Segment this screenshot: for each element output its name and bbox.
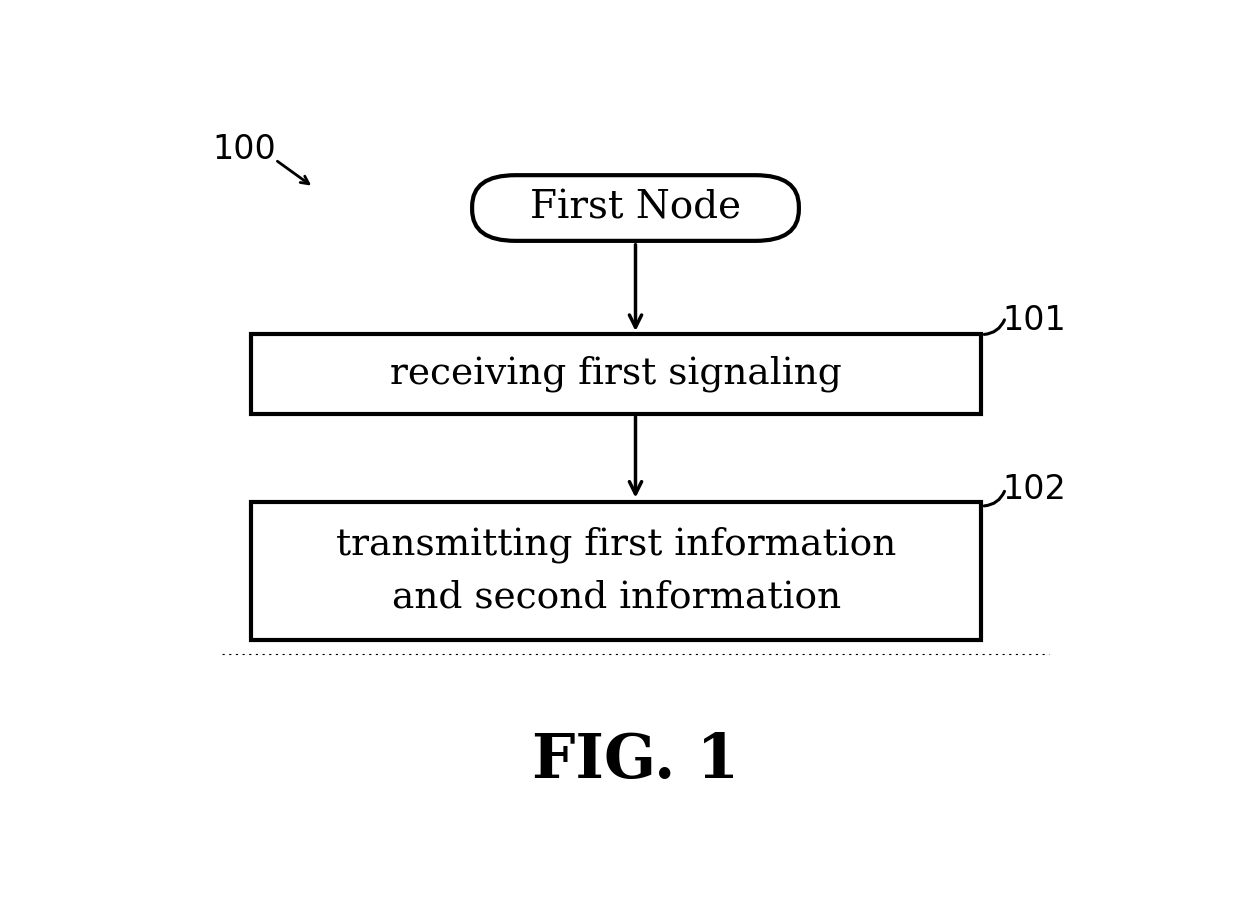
Text: transmitting first information
and second information: transmitting first information and secon… bbox=[336, 526, 897, 616]
FancyBboxPatch shape bbox=[472, 175, 799, 241]
Text: 102: 102 bbox=[1003, 473, 1066, 506]
Text: FIG. 1: FIG. 1 bbox=[532, 731, 739, 791]
Text: First Node: First Node bbox=[529, 189, 742, 226]
Bar bbox=[250, 334, 982, 414]
Text: receiving first signaling: receiving first signaling bbox=[391, 356, 842, 392]
Bar bbox=[250, 502, 982, 640]
Text: 100: 100 bbox=[213, 133, 277, 166]
Text: 101: 101 bbox=[1003, 304, 1066, 337]
